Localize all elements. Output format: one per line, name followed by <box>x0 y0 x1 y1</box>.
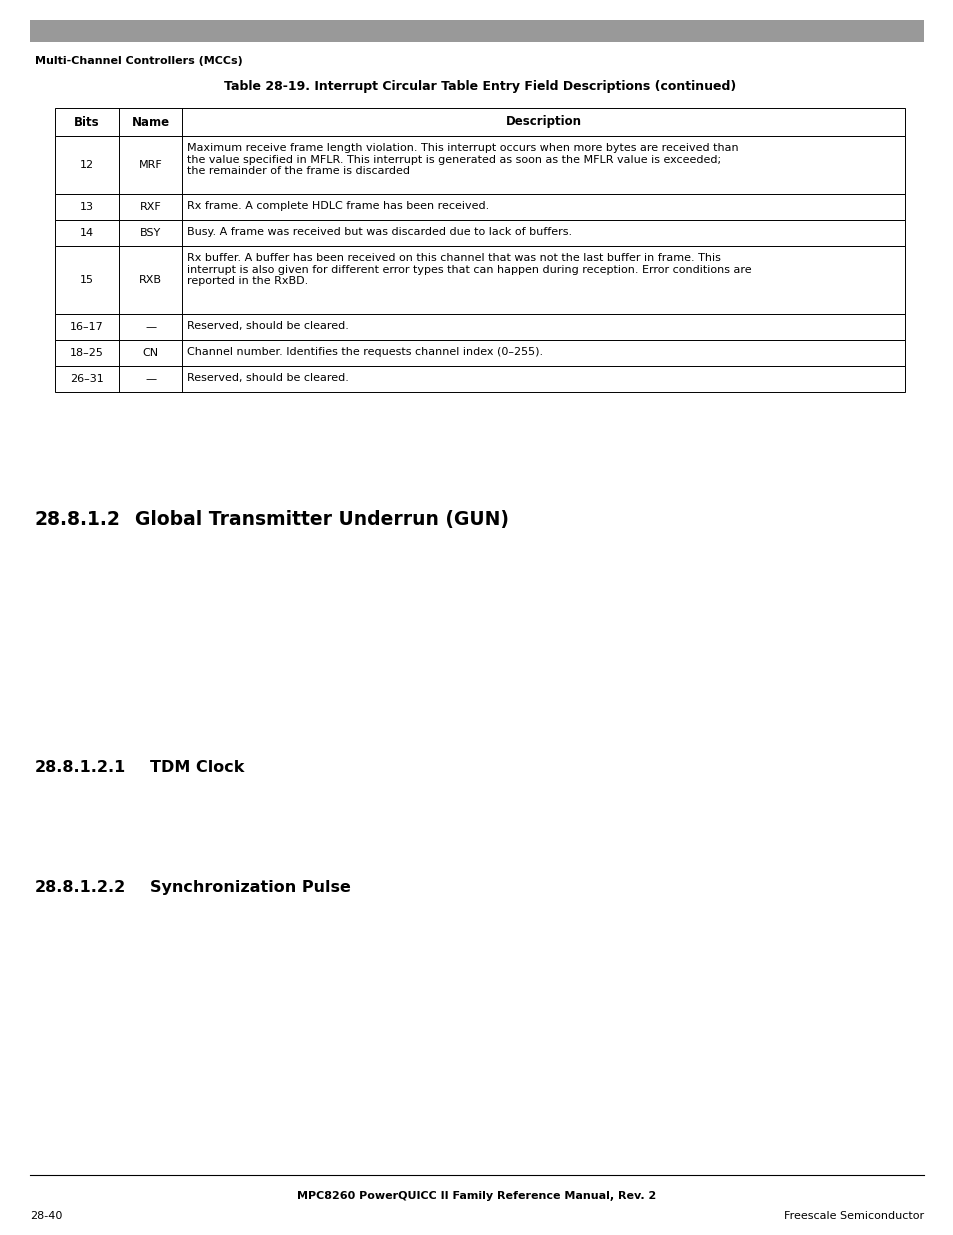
Text: 28.8.1.2.2: 28.8.1.2.2 <box>35 881 126 895</box>
Text: 28.8.1.2: 28.8.1.2 <box>35 510 121 529</box>
Text: CN: CN <box>142 348 158 358</box>
Text: 12: 12 <box>80 161 93 170</box>
Bar <box>30 20 923 42</box>
Text: Channel number. Identifies the requests channel index (0–255).: Channel number. Identifies the requests … <box>188 347 543 357</box>
Text: Synchronization Pulse: Synchronization Pulse <box>150 881 351 895</box>
Bar <box>55 366 904 391</box>
Text: Busy. A frame was received but was discarded due to lack of buffers.: Busy. A frame was received but was disca… <box>188 227 572 237</box>
Text: MPC8260 PowerQUICC II Family Reference Manual, Rev. 2: MPC8260 PowerQUICC II Family Reference M… <box>297 1191 656 1200</box>
Bar <box>55 220 904 246</box>
Text: TDM Clock: TDM Clock <box>150 760 244 776</box>
Text: Multi-Channel Controllers (MCCs): Multi-Channel Controllers (MCCs) <box>35 56 242 65</box>
Text: 26–31: 26–31 <box>70 374 104 384</box>
Text: Table 28-19. Interrupt Circular Table Entry Field Descriptions (continued): Table 28-19. Interrupt Circular Table En… <box>224 80 736 93</box>
Text: Reserved, should be cleared.: Reserved, should be cleared. <box>188 373 349 383</box>
Text: 18–25: 18–25 <box>70 348 104 358</box>
Text: Rx frame. A complete HDLC frame has been received.: Rx frame. A complete HDLC frame has been… <box>188 201 489 211</box>
Text: Maximum receive frame length violation. This interrupt occurs when more bytes ar: Maximum receive frame length violation. … <box>188 143 739 177</box>
Text: Global Transmitter Underrun (GUN): Global Transmitter Underrun (GUN) <box>135 510 509 529</box>
Text: —: — <box>145 322 156 332</box>
Bar <box>55 107 904 136</box>
Bar <box>55 194 904 220</box>
Text: 14: 14 <box>80 228 93 238</box>
Bar <box>55 314 904 340</box>
Text: —: — <box>145 374 156 384</box>
Bar <box>55 340 904 366</box>
Text: Bits: Bits <box>74 116 99 128</box>
Text: RXB: RXB <box>139 275 162 285</box>
Text: MRF: MRF <box>138 161 162 170</box>
Text: Description: Description <box>505 116 581 128</box>
Text: BSY: BSY <box>140 228 161 238</box>
Bar <box>55 246 904 314</box>
Bar <box>55 136 904 194</box>
Text: 13: 13 <box>80 203 93 212</box>
Text: Freescale Semiconductor: Freescale Semiconductor <box>783 1212 923 1221</box>
Text: 15: 15 <box>80 275 93 285</box>
Text: RXF: RXF <box>139 203 161 212</box>
Text: 28-40: 28-40 <box>30 1212 62 1221</box>
Text: Name: Name <box>132 116 170 128</box>
Text: 28.8.1.2.1: 28.8.1.2.1 <box>35 760 126 776</box>
Text: Reserved, should be cleared.: Reserved, should be cleared. <box>188 321 349 331</box>
Text: Rx buffer. A buffer has been received on this channel that was not the last buff: Rx buffer. A buffer has been received on… <box>188 253 751 287</box>
Text: 16–17: 16–17 <box>70 322 104 332</box>
